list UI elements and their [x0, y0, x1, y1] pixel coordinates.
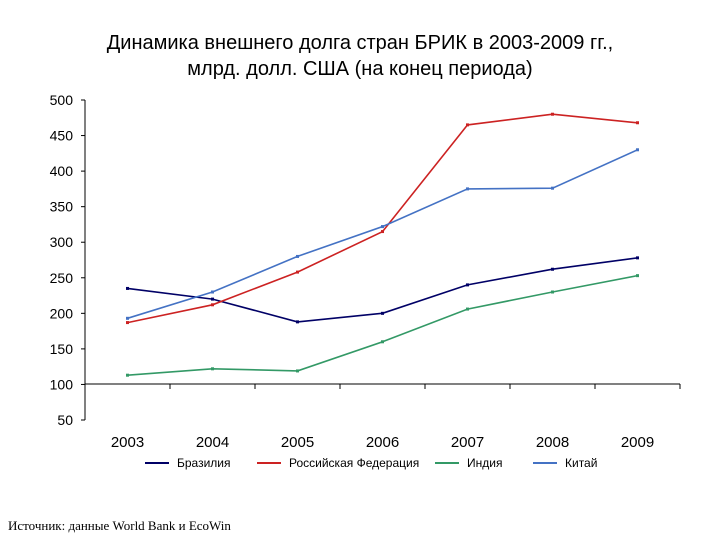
x-tick-label: 2003	[111, 434, 144, 451]
x-tick-label: 2006	[366, 434, 399, 451]
legend-label: Российская Федерация	[289, 455, 420, 470]
data-point	[211, 290, 214, 294]
chart-title-line1: Динамика внешнего долга стран БРИК в 200…	[106, 32, 614, 54]
data-point	[126, 321, 129, 325]
chart-title-line2: млрд. долл. США (на конец периода)	[187, 58, 533, 80]
data-point	[636, 256, 639, 260]
chart-series	[126, 112, 639, 377]
series-line-1	[127, 113, 638, 324]
data-point	[466, 123, 469, 127]
legend-label: Бразилия	[177, 455, 231, 470]
y-tick-label: 200	[50, 305, 74, 321]
legend-item: Индия	[435, 455, 502, 470]
y-tick-label: 250	[50, 270, 74, 286]
y-tick-label: 50	[57, 412, 73, 428]
data-point	[381, 311, 384, 315]
data-point	[296, 369, 299, 373]
legend-swatch	[533, 461, 557, 464]
data-point	[636, 121, 639, 125]
data-point	[466, 307, 469, 311]
data-point	[636, 274, 639, 278]
data-point	[211, 367, 214, 371]
data-point	[296, 320, 299, 324]
data-point	[381, 340, 384, 344]
x-tick-label: 2007	[451, 434, 484, 451]
y-tick-label: 350	[50, 199, 74, 215]
data-point	[126, 316, 129, 320]
legend-swatch	[435, 461, 459, 464]
data-point	[211, 303, 214, 307]
data-point	[466, 283, 469, 287]
y-tick-label: 100	[50, 376, 74, 392]
legend-label: Китай	[565, 455, 598, 470]
chart-axes	[84, 100, 680, 420]
y-tick-label: 300	[50, 234, 74, 250]
x-tick-label: 2008	[536, 434, 569, 451]
series-line-2	[127, 274, 638, 376]
y-tick-label: 500	[50, 92, 74, 108]
x-tick-label: 2009	[621, 434, 654, 451]
data-point	[551, 267, 554, 271]
data-point	[211, 297, 214, 301]
legend-label: Индия	[467, 455, 503, 470]
data-point	[551, 112, 554, 116]
chart-title: Динамика внешнего долга стран БРИК в 200…	[60, 30, 660, 82]
legend-item: Российская Федерация	[257, 455, 419, 470]
data-point	[636, 148, 639, 152]
legend-item: Бразилия	[145, 455, 231, 470]
y-tick-label: 450	[50, 128, 74, 144]
x-tick-label: 2004	[196, 434, 229, 451]
legend-swatch	[145, 461, 169, 464]
data-point	[551, 186, 554, 190]
data-point	[126, 286, 129, 290]
data-point	[296, 270, 299, 274]
legend-swatch	[257, 461, 281, 464]
data-point	[551, 290, 554, 294]
data-point	[381, 225, 384, 229]
series-line-3	[127, 149, 638, 320]
y-tick-label: 150	[50, 341, 74, 357]
data-point	[126, 373, 129, 377]
y-axis-ticks: 500 450 400 350 300 250 200 150 100 50	[50, 92, 85, 428]
x-tick-label: 2005	[281, 434, 314, 451]
data-point	[466, 187, 469, 191]
data-point	[381, 230, 384, 234]
y-tick-label: 400	[50, 163, 74, 179]
data-point	[296, 254, 299, 258]
source-note: Источник: данные World Bank и EcoWin	[8, 518, 231, 533]
x-axis-ticks: 2003 2004 2005 2006 2007 2008 2009	[84, 384, 681, 451]
legend-item: Китай	[533, 455, 597, 470]
